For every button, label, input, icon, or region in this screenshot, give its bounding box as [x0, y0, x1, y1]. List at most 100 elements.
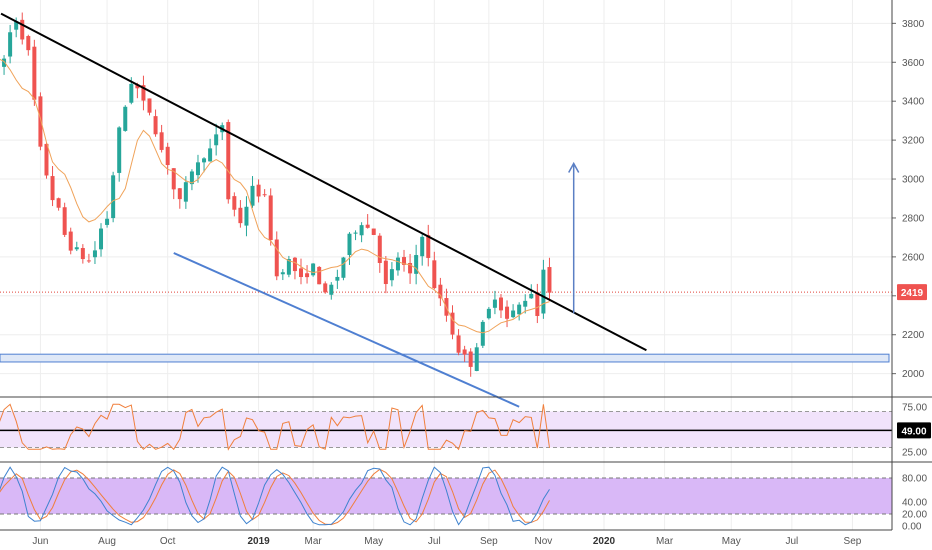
candle-body-5	[26, 36, 31, 51]
time-tick-label-5: May	[364, 536, 383, 547]
candle-body-76	[456, 335, 461, 353]
candle-body-28	[165, 146, 170, 166]
stochastic-k-line	[0, 466, 550, 526]
candle-body-56	[335, 276, 340, 281]
moving-average-line	[0, 58, 550, 334]
stochastic-tick-label-0: 80.00	[902, 474, 927, 485]
stochastic-d-line	[0, 468, 550, 526]
lower-trendline[interactable]	[173, 252, 520, 408]
candle-body-23	[135, 84, 140, 89]
candle-body-32	[189, 171, 194, 185]
price-tick-label-4: 2800	[902, 213, 925, 224]
candle-body-9	[50, 176, 55, 201]
candle-body-67	[402, 257, 407, 265]
candle-body-43	[256, 184, 261, 197]
candle-body-90	[541, 269, 546, 314]
candle-body-17	[99, 228, 104, 250]
candle-body-4	[20, 19, 25, 40]
time-tick-label-12: Jul	[785, 536, 798, 547]
target-arrow[interactable]	[568, 161, 580, 314]
candle-body-83	[498, 297, 503, 311]
candle-body-41	[244, 206, 249, 226]
candle-body-1	[2, 58, 7, 67]
price-tick-label-5: 3000	[902, 175, 925, 186]
candle-body-20	[117, 127, 122, 173]
candle-body-63	[377, 235, 382, 263]
candle-body-26	[153, 116, 158, 135]
candle-body-38	[226, 122, 231, 200]
time-tick-label-9: 2020	[593, 536, 616, 547]
candle-body-58	[347, 233, 352, 256]
candle-body-65	[389, 269, 394, 281]
candle-body-82	[492, 299, 497, 308]
candle-body-59	[353, 232, 358, 234]
price-tick-label-9: 3800	[902, 19, 925, 30]
price-tick-label-3: 2600	[902, 252, 925, 263]
candle-body-48	[286, 259, 291, 275]
rsi-tick-label-1: 25.00	[902, 448, 927, 459]
rsi-level-badge-bg	[897, 422, 931, 439]
price-tick-label-8: 3600	[902, 58, 925, 69]
candle-body-14	[80, 248, 85, 260]
candle-body-75	[450, 312, 455, 335]
rsi-line	[0, 403, 550, 451]
candle-body-77	[462, 349, 467, 355]
candle-body-86	[517, 304, 522, 315]
candle-body-44	[262, 194, 267, 196]
candle-body-88	[529, 293, 534, 299]
candle-body-46	[274, 239, 279, 277]
price-badge-text: 2419	[901, 288, 924, 299]
support-zone[interactable]	[0, 353, 890, 363]
price-tick-label-6: 3200	[902, 136, 925, 147]
candle-body-30	[177, 188, 182, 200]
candle-body-80	[480, 321, 485, 346]
candle-body-35	[208, 148, 213, 162]
stochastic-tick-label-1: 40.00	[902, 498, 927, 509]
candle-body-79	[474, 347, 479, 371]
time-tick-label-13: Sep	[844, 536, 862, 547]
price-tick-label-0: 2000	[902, 369, 925, 380]
candle-body-12	[68, 231, 73, 251]
time-tick-label-1: Aug	[98, 536, 116, 547]
stochastic-tick-label-3: 0.00	[902, 522, 922, 533]
candle-body-2	[8, 32, 13, 57]
rsi-axis: 75.00 25.00	[902, 403, 927, 459]
time-tick-label-2: Oct	[160, 536, 176, 547]
candle-body-52	[311, 263, 316, 276]
time-tick-label-4: Mar	[305, 536, 323, 547]
price-pane[interactable]: 2000220024002600280030003200340036003800…	[0, 0, 927, 530]
candle-body-11	[62, 207, 67, 235]
candle-body-18	[105, 218, 110, 225]
time-axis[interactable]: Jun Aug Oct 2019 Mar May Jul Sep Nov 2020 Mar May Ju…	[32, 536, 861, 547]
candle-body-85	[511, 310, 516, 318]
time-tick-label-6: Jul	[428, 536, 441, 547]
candle-body-19	[111, 175, 116, 219]
candle-body-69	[414, 255, 419, 274]
rsi-pane[interactable]: 75.00 25.00 49.00	[0, 403, 931, 459]
candle-body-16	[92, 250, 97, 258]
upper-trendline[interactable]	[0, 12, 647, 352]
support-zone-layer	[0, 353, 890, 363]
candle-body-72	[432, 260, 437, 289]
rsi-level-badge-text: 49.00	[901, 426, 926, 437]
candle-body-70	[420, 236, 425, 257]
candle-body-57	[341, 257, 346, 278]
candle-body-55	[329, 284, 334, 295]
price-axis[interactable]: 2000220024002600280030003200340036003800	[892, 19, 925, 380]
candle-body-81	[486, 308, 491, 319]
candle-body-31	[183, 182, 188, 202]
time-tick-label-10: Mar	[656, 536, 674, 547]
candle-body-84	[505, 306, 510, 319]
candle-body-49	[292, 257, 297, 272]
candle-body-71	[426, 235, 431, 258]
candle-body-15	[86, 260, 91, 262]
target-arrow-head	[568, 161, 580, 173]
candle-body-61	[365, 224, 370, 228]
candle-body-47	[280, 272, 285, 275]
price-badge-bg	[897, 284, 927, 301]
candle-body-13	[74, 247, 79, 250]
candle-body-22	[129, 83, 134, 103]
